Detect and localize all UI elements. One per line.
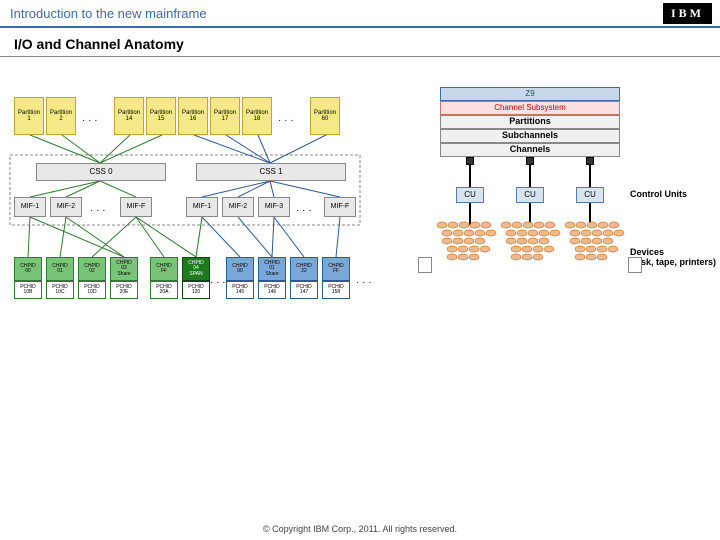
pchid-box: PCHID145 xyxy=(226,281,254,299)
channel-port xyxy=(526,157,534,165)
mif-box: MIF-2 xyxy=(50,197,82,217)
mif-box: MIF-2 xyxy=(222,197,254,217)
page-title: I/O and Channel Anatomy xyxy=(0,28,720,57)
partition-box: Partition17 xyxy=(210,97,240,135)
channel-port xyxy=(466,157,474,165)
mif-box: MIF-F xyxy=(120,197,152,217)
partition-box: Partition18 xyxy=(242,97,272,135)
mif-box: MIF-3 xyxy=(258,197,290,217)
header-bar: Introduction to the new mainframe IBM xyxy=(0,0,720,28)
chpid-box: CHPIDFF xyxy=(150,257,178,281)
diagram-stage: Partition1Partition2Partition14Partition… xyxy=(0,57,720,517)
ellipsis: · · · xyxy=(296,205,312,216)
chpid-box: CHPID22 xyxy=(290,257,318,281)
chpid-box: CHPID00 xyxy=(14,257,42,281)
device-box xyxy=(418,257,432,273)
pchid-box: PCHID10B xyxy=(14,281,42,299)
stack-layer: Channel Subsystem xyxy=(440,101,620,115)
partition-box: Partition60 xyxy=(310,97,340,135)
partition-box: Partition2 xyxy=(46,97,76,135)
chpid-box: CHPIDFF xyxy=(322,257,350,281)
mif-box: MIF-F xyxy=(324,197,356,217)
css-box: CSS 1 xyxy=(196,163,346,181)
chpid-box: CHPID04SPAN xyxy=(182,257,210,281)
partition-box: Partition14 xyxy=(114,97,144,135)
pchid-box: PCHID20A xyxy=(150,281,178,299)
chpid-box: CHPID03Share xyxy=(110,257,138,281)
ellipsis: · · · xyxy=(82,115,98,126)
ellipsis: · · · xyxy=(278,115,294,126)
ellipsis: · · · xyxy=(356,277,372,288)
control-unit: CU xyxy=(456,187,484,203)
css-box: CSS 0 xyxy=(36,163,166,181)
pchid-box: PCHID10D xyxy=(78,281,106,299)
stack-layer: Z9 xyxy=(440,87,620,101)
side-label: Devices (disk, tape, printers) xyxy=(630,247,716,267)
chpid-box: CHPID01 xyxy=(46,257,74,281)
stack-layer: Channels xyxy=(440,143,620,157)
side-label: Control Units xyxy=(630,189,687,199)
chpid-box: CHPID01Share xyxy=(258,257,286,281)
partition-box: Partition16 xyxy=(178,97,208,135)
control-unit: CU xyxy=(576,187,604,203)
ellipsis: · · · xyxy=(90,205,106,216)
ibm-logo: IBM xyxy=(663,3,712,24)
stack-layer: Partitions xyxy=(440,115,620,129)
partition-box: Partition15 xyxy=(146,97,176,135)
copyright: © Copyright IBM Corp., 2011. All rights … xyxy=(0,524,720,534)
channel-port xyxy=(586,157,594,165)
chpid-box: CHPID02 xyxy=(78,257,106,281)
device-box xyxy=(628,257,642,273)
pchid-box: PCHID120 xyxy=(182,281,210,299)
ellipsis: · · · xyxy=(210,277,226,288)
mif-box: MIF-1 xyxy=(186,197,218,217)
pchid-box: PCHID146 xyxy=(258,281,286,299)
chpid-box: CHPID00 xyxy=(226,257,254,281)
pchid-box: PCHID20E xyxy=(110,281,138,299)
pchid-box: PCHID158 xyxy=(322,281,350,299)
stack-layer: Subchannels xyxy=(440,129,620,143)
breadcrumb: Introduction to the new mainframe xyxy=(10,6,207,21)
control-unit: CU xyxy=(516,187,544,203)
mif-box: MIF-1 xyxy=(14,197,46,217)
partition-box: Partition1 xyxy=(14,97,44,135)
pchid-box: PCHID10C xyxy=(46,281,74,299)
pchid-box: PCHID147 xyxy=(290,281,318,299)
